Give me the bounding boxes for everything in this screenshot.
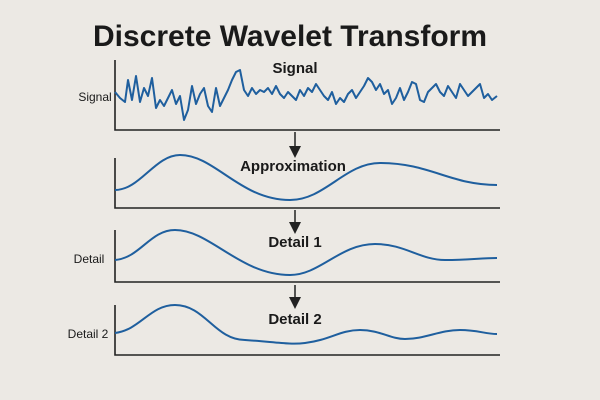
panel-label: Detail 2 bbox=[68, 327, 109, 341]
axis bbox=[114, 230, 500, 283]
panel-label: Detail bbox=[74, 252, 105, 266]
axis bbox=[114, 158, 500, 209]
signal-panel: Signal Signal bbox=[78, 60, 500, 131]
axis bbox=[114, 305, 500, 356]
panel-title: Approximation bbox=[240, 158, 346, 175]
title: Discrete Wavelet Transform bbox=[93, 20, 487, 53]
detail2-panel: Detail 2 Detail 2 bbox=[68, 304, 500, 356]
signal-wave bbox=[114, 69, 498, 121]
panel-title: Signal bbox=[272, 60, 317, 77]
approximation-wave bbox=[114, 154, 498, 201]
panel-title: Detail 2 bbox=[268, 311, 321, 328]
detail2-wave bbox=[114, 304, 498, 345]
detail1-panel: Detail 1 Detail bbox=[74, 229, 500, 283]
detail1-wave bbox=[114, 229, 498, 276]
axis bbox=[114, 60, 500, 131]
panel-label: Signal bbox=[78, 90, 111, 104]
panel-title: Detail 1 bbox=[268, 234, 321, 251]
approximation-panel: Approximation bbox=[114, 154, 500, 209]
